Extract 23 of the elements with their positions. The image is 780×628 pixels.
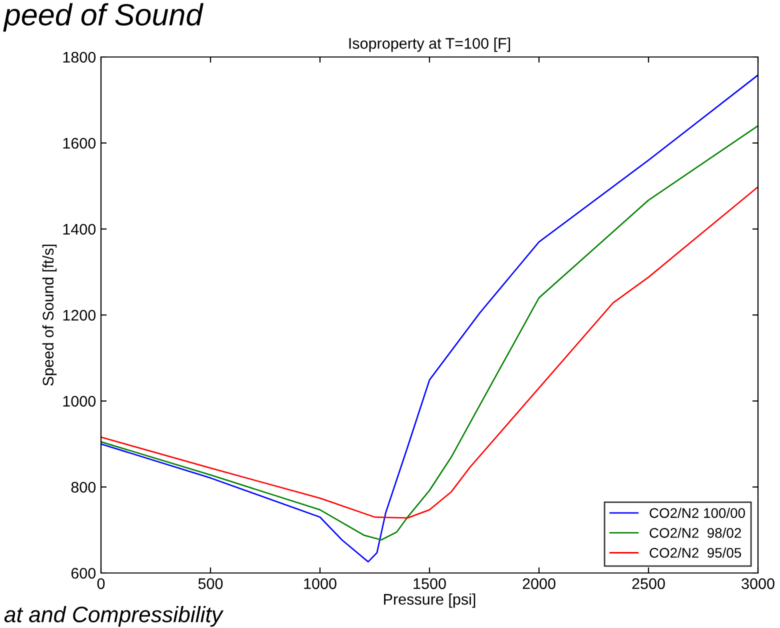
legend-label: CO2/N2 98/02	[650, 528, 741, 538]
x-tick-label: 3000	[742, 578, 774, 590]
y-tick-label: 1400	[63, 224, 96, 235]
x-tick-label: 500	[198, 578, 223, 590]
chart-title: Isoproperty at T=100 [F]	[349, 38, 510, 52]
text: peed of Sound	[3, 3, 204, 32]
legend-label: CO2/N2 100/00	[650, 508, 745, 518]
y-tick-label: 1200	[63, 310, 96, 321]
y-tick-label: 1800	[63, 52, 96, 63]
y-tick-label: 800	[71, 482, 96, 493]
x-tick-label: 2000	[522, 578, 556, 590]
legend-label: CO2/N2 95/05	[650, 548, 742, 558]
x-tick-label: 0	[97, 578, 105, 590]
y-tick-label: 1000	[63, 396, 96, 407]
x-axis-title: Pressure [psi]	[384, 593, 476, 608]
line-series	[101, 186, 758, 519]
text: at and Compressibility	[4, 606, 224, 627]
y-tick-label: 1600	[63, 138, 96, 149]
x-tick-label: 1000	[304, 578, 336, 590]
x-tick-label: 1500	[414, 578, 446, 590]
x-tick-label: 2500	[632, 578, 665, 590]
y-axis-title: Speed of Sound [ft/s]	[42, 244, 57, 386]
y-tick-label: 600	[71, 568, 96, 579]
